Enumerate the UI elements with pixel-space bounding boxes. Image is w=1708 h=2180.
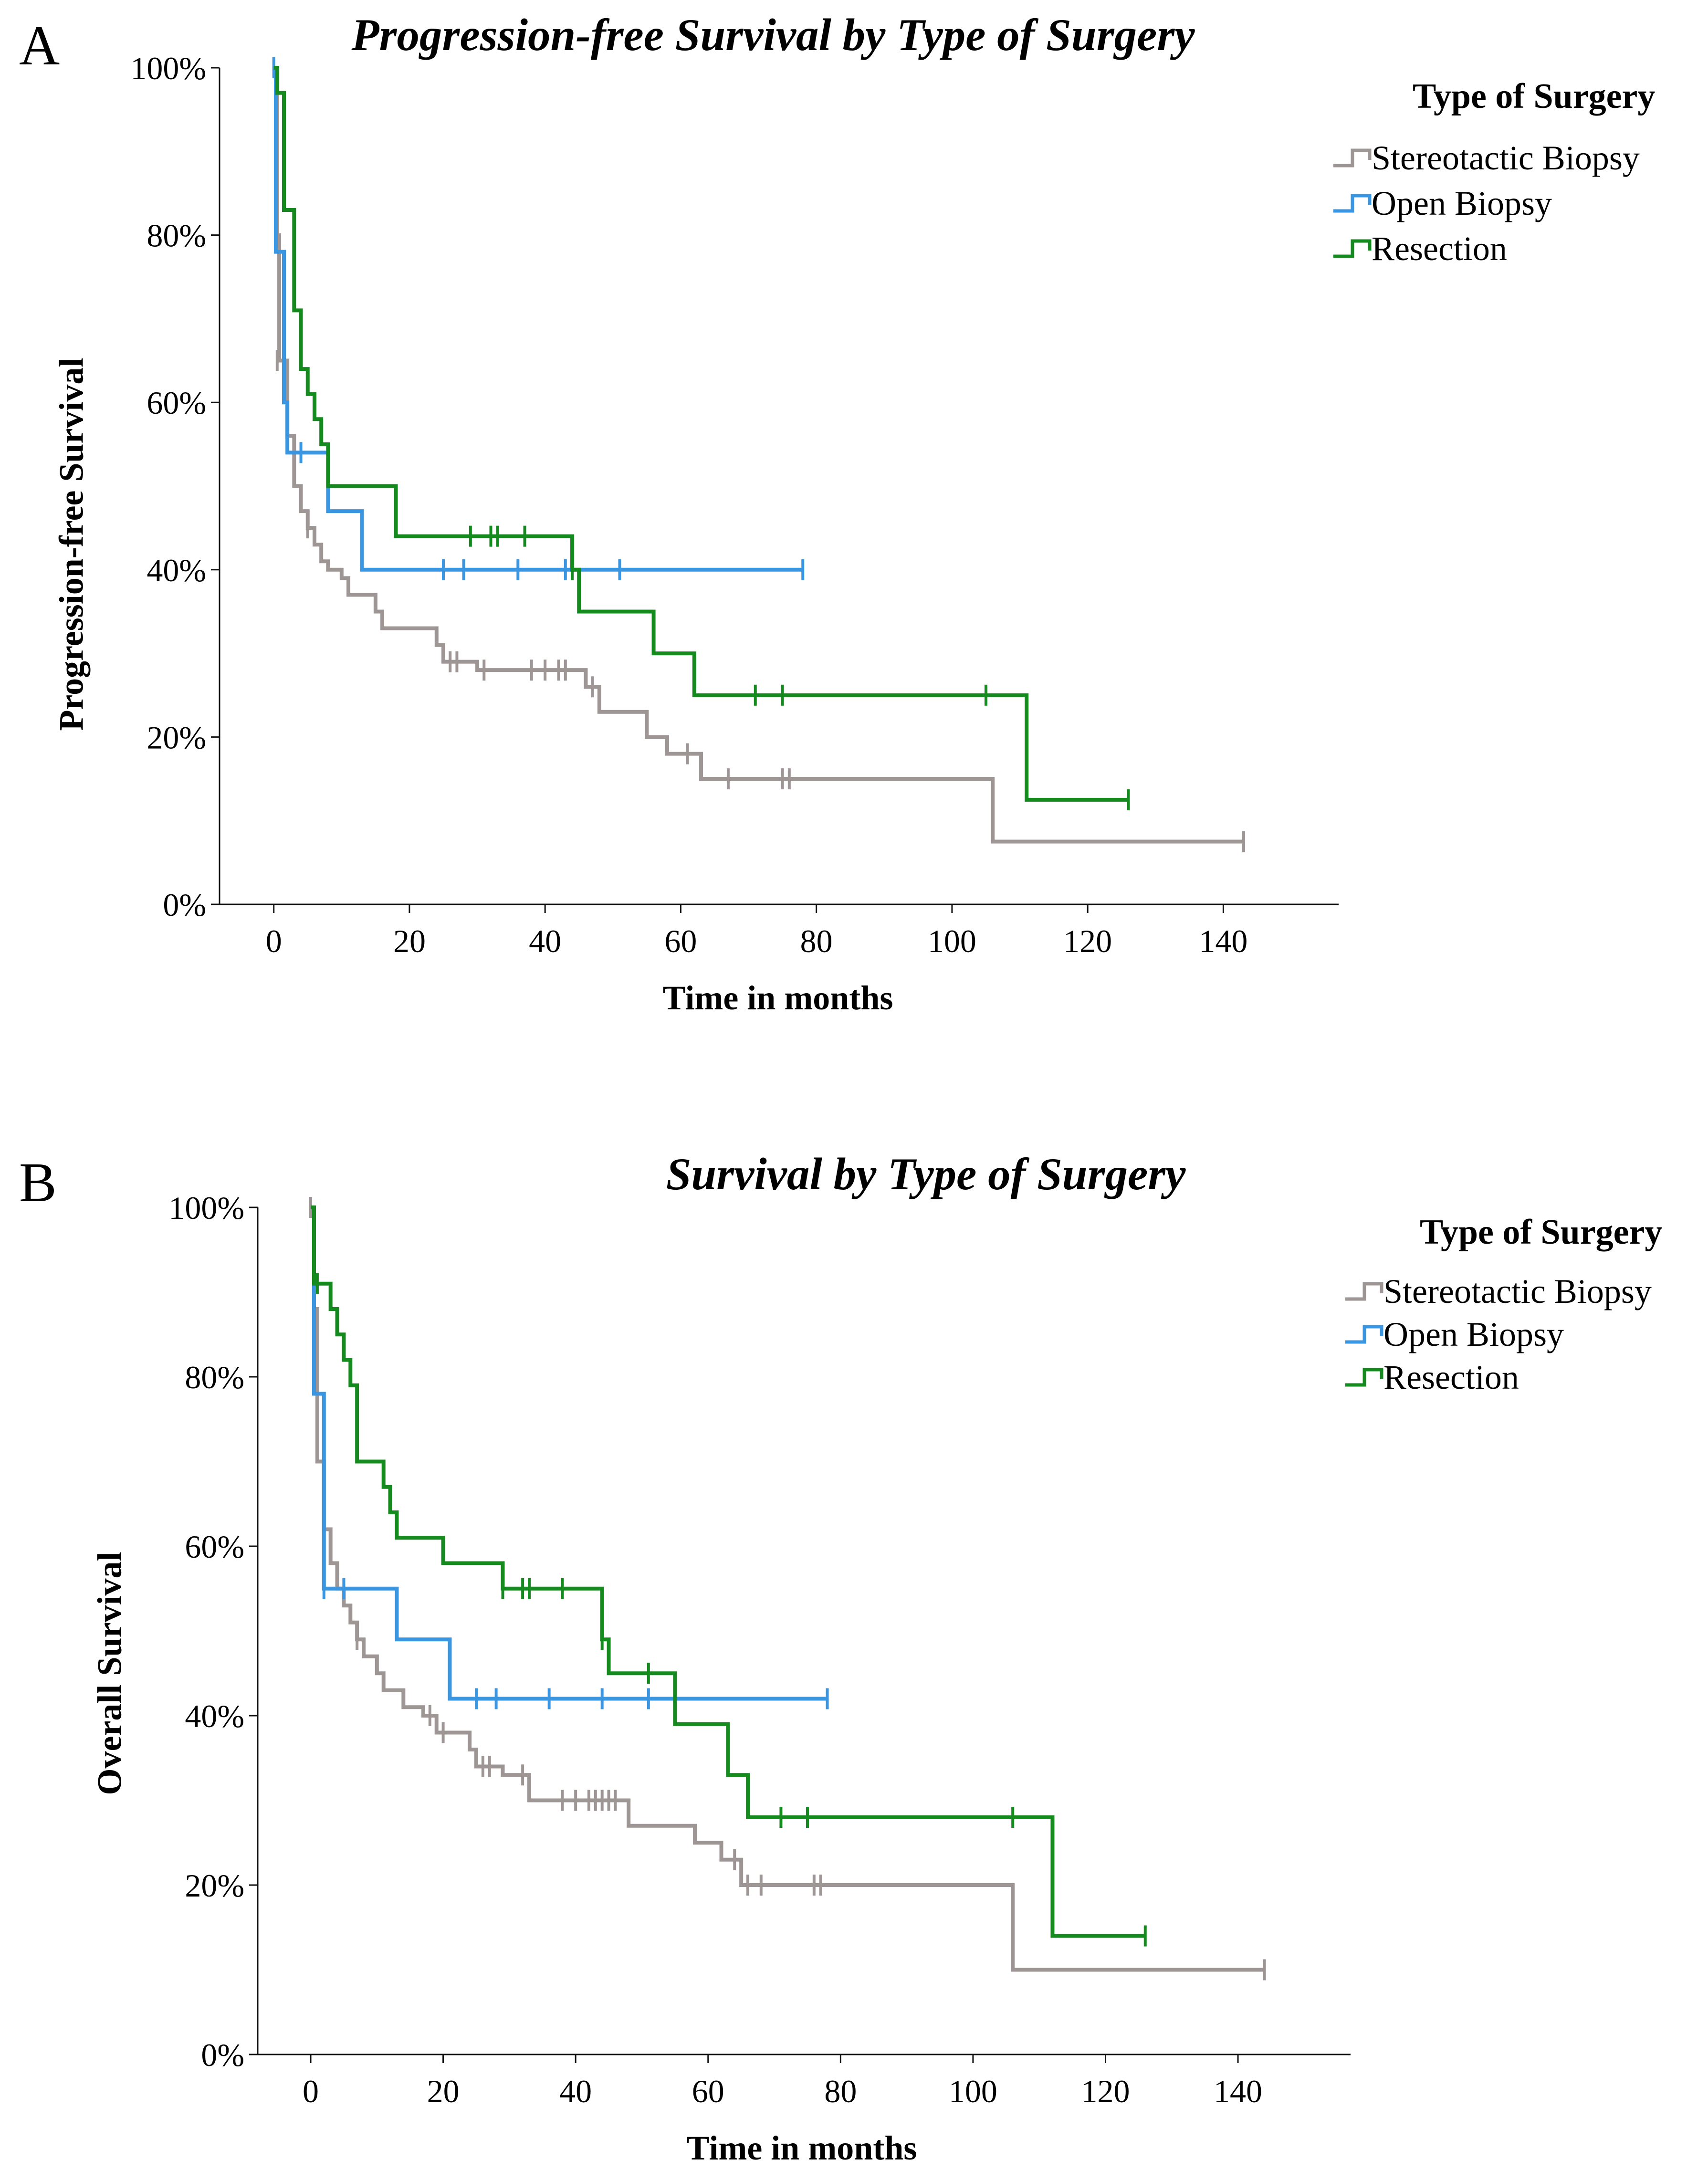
legend-swatch-open-icon [1333,194,1372,212]
chart-b-legend-label-open: Open Biopsy [1383,1315,1564,1353]
chart-b-title: Survival by Type of Surgery [666,1149,1186,1199]
chart-b-y-tick-label: 40% [185,1698,244,1734]
legend-swatch-resection-icon [1333,239,1372,258]
chart-a-x-tick-label: 120 [1063,923,1112,959]
chart-b-y-tick-label: 80% [185,1359,244,1395]
chart-a-legend-item-open: Open Biopsy [1331,184,1552,223]
legend-swatch-stereotactic-icon [1333,148,1372,167]
chart-a: 0% 20% 40% 60% 80% 100% 0 20 40 60 80 100 120 140 [130,50,1339,959]
chart-a-x-tick-label: 80 [800,923,833,959]
chart-a-xlabel: Time in months [662,979,893,1017]
chart-b-x-tick-label: 60 [692,2073,724,2109]
chart-a-x-tick-label: 60 [664,923,697,959]
legend-swatch-open-b-icon [1345,1325,1383,1343]
panel-a-label: A [19,14,60,77]
chart-b-x-tick-label: 80 [824,2073,857,2109]
chart-b-legend-title: Type of Surgery [1420,1213,1663,1252]
chart-a-legend-item-stereotactic: Stereotactic Biopsy [1331,138,1640,178]
chart-b-x-tick-label: 40 [559,2073,592,2109]
chart-a-title: Progression-free Survival by Type of Sur… [351,10,1195,60]
chart-b-y-tick-label: 0% [201,2037,244,2073]
chart-a-x-tick-label: 40 [529,923,561,959]
chart-b-legend-item-resection: Resection [1343,1358,1519,1397]
chart-a-x-tick-label: 0 [266,923,282,959]
legend-swatch-stereotactic-b-icon [1345,1282,1383,1300]
legend-swatch-resection-b-icon [1345,1368,1383,1386]
chart-b-x-tick-label: 120 [1081,2073,1130,2109]
chart-a-line-open-biopsy [273,66,803,572]
chart-a-y-tick-label: 0% [163,887,206,923]
chart-b-x-tick-label: 140 [1214,2073,1262,2109]
chart-b-line-resection [311,1205,1145,1938]
chart-a-y-tick-label: 100% [130,50,206,86]
chart-b-x-tick-label: 20 [427,2073,460,2109]
chart-b-y-tick-label: 100% [168,1190,244,1226]
chart-b-xlabel: Time in months [686,2129,917,2167]
chart-b-line-stereotactic-biopsy [311,1205,1265,1972]
chart-a-x-tick-label: 140 [1199,923,1247,959]
chart-a-legend-label-open: Open Biopsy [1372,184,1552,222]
chart-a-legend-item-resection: Resection [1331,229,1507,269]
chart-b-y-tick-label: 60% [185,1529,244,1565]
panel-b-label: B [19,1151,57,1214]
chart-b-legend-item-stereotactic: Stereotactic Biopsy [1343,1272,1652,1311]
chart-a-legend-title: Type of Surgery [1413,77,1656,116]
chart-a-x-tick-label: 20 [393,923,426,959]
chart-a-y-tick-label: 40% [147,552,206,588]
chart-a-y-tick-label: 20% [147,719,206,755]
chart-b-x-tick-label: 0 [303,2073,319,2109]
chart-b-y-tick-label: 20% [185,1867,244,1904]
chart-a-legend-label-stereotactic: Stereotactic Biopsy [1372,139,1640,177]
chart-b-ylabel: Overall Survival [90,1551,129,1795]
chart-b-legend-label-resection: Resection [1383,1358,1519,1396]
chart-b-line-open-biopsy [311,1205,828,1701]
chart-a-line-resection [273,66,1129,802]
chart-b-x-tick-label: 100 [949,2073,997,2109]
chart-a-line-stereotactic-biopsy [273,66,1244,844]
chart-a-y-tick-label: 60% [147,385,206,421]
chart-a-x-tick-label: 100 [928,923,976,959]
chart-a-y-tick-label: 80% [147,218,206,254]
chart-b-legend-item-open: Open Biopsy [1343,1315,1564,1354]
chart-a-legend-label-resection: Resection [1372,230,1507,268]
chart-b-legend-label-stereotactic: Stereotactic Biopsy [1383,1272,1652,1310]
